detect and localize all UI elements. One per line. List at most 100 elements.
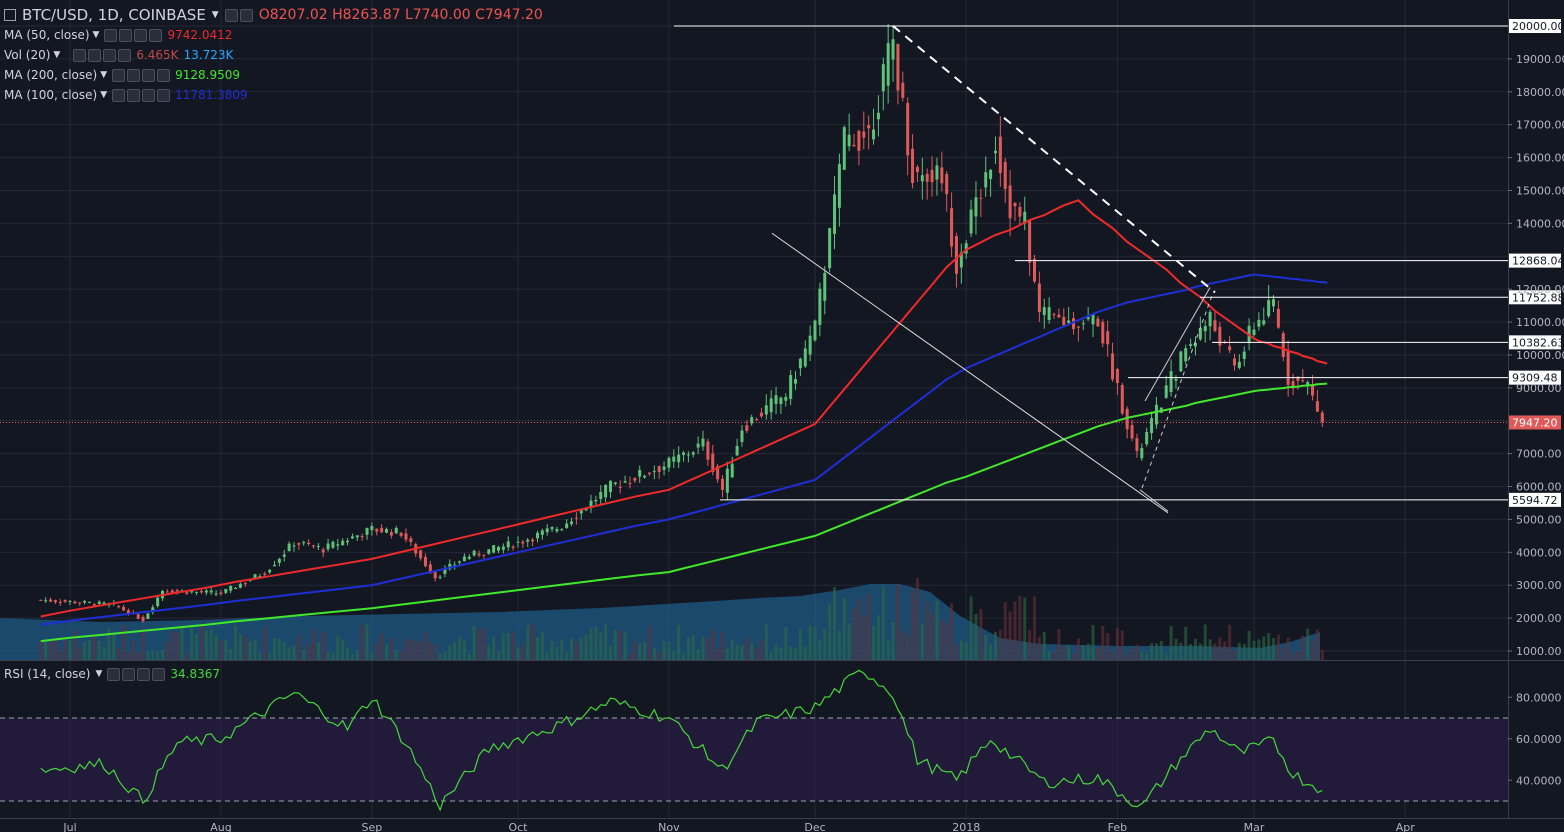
candle-body bbox=[1306, 382, 1310, 387]
volume-bar bbox=[993, 631, 997, 660]
candle-body bbox=[579, 510, 583, 514]
price-tick-label: 1000.00 bbox=[1516, 645, 1562, 658]
candle-body bbox=[224, 588, 228, 593]
candle-body bbox=[964, 243, 968, 254]
chevron-down-icon[interactable]: ▼ bbox=[211, 10, 219, 20]
volume-bar bbox=[1067, 645, 1071, 660]
candle-body bbox=[219, 592, 223, 595]
candle-body bbox=[1091, 314, 1095, 325]
indicator-tools[interactable] bbox=[112, 68, 171, 82]
volume-bar bbox=[1311, 640, 1315, 660]
volume-bar bbox=[842, 598, 846, 660]
candle-body bbox=[195, 591, 199, 593]
candle-body bbox=[1276, 308, 1280, 328]
indicator-ma50[interactable]: MA (50, close) ▼ 9742.0412 bbox=[4, 28, 232, 42]
candle-body bbox=[448, 563, 452, 570]
rsi-legend[interactable]: RSI (14, close) ▼ 34.8367 bbox=[4, 667, 220, 681]
candle-body bbox=[730, 463, 734, 478]
ohlc-values: O8207.02 H8263.87 L7740.00 C7947.20 bbox=[259, 7, 543, 23]
volume-bar bbox=[1291, 652, 1295, 660]
chevron-down-icon[interactable]: ▼ bbox=[95, 669, 103, 679]
indicator-volume[interactable]: Vol (20) ▼ 6.465K 13.723K bbox=[4, 48, 233, 62]
candle-body bbox=[380, 527, 384, 533]
candle-body bbox=[49, 599, 53, 602]
candle-body bbox=[716, 466, 720, 480]
volume-bar bbox=[428, 642, 432, 660]
candle-body bbox=[940, 167, 944, 184]
volume-bar bbox=[794, 648, 798, 660]
horizontal-levels: 20000.00 12868.04 11752.88 10382.63 9309.48 5… bbox=[674, 19, 1564, 507]
volume-bar bbox=[531, 624, 535, 660]
price-tick-label: 18000.00 bbox=[1516, 86, 1564, 99]
indicator-value-2: 13.723K bbox=[183, 48, 234, 62]
candle-body bbox=[53, 600, 57, 603]
indicator-ma200[interactable]: MA (200, close) ▼ 9128.9509 bbox=[4, 68, 240, 82]
volume-bar bbox=[1247, 630, 1251, 660]
volume-bar bbox=[1111, 651, 1115, 660]
indicator-label[interactable]: MA (50, close) bbox=[4, 28, 90, 42]
volume-bar bbox=[662, 641, 666, 660]
candle-body bbox=[1072, 318, 1076, 330]
candle-body bbox=[930, 169, 934, 183]
rsi-label[interactable]: RSI (14, close) bbox=[4, 667, 91, 681]
candle-body bbox=[1008, 185, 1012, 219]
candle-body bbox=[409, 538, 413, 543]
indicator-ma100[interactable]: MA (100, close) ▼ 11781.3809 bbox=[4, 88, 248, 102]
candle-body bbox=[350, 536, 354, 539]
candle-body bbox=[87, 601, 91, 603]
indicator-tools[interactable] bbox=[73, 48, 132, 62]
indicator-label[interactable]: MA (200, close) bbox=[4, 68, 98, 82]
volume-bar bbox=[1315, 629, 1319, 660]
volume-bar bbox=[224, 639, 228, 660]
volume-bar bbox=[355, 651, 359, 660]
candle-body bbox=[652, 471, 656, 473]
volume-bar bbox=[643, 642, 647, 660]
symbol-toggle-icon[interactable] bbox=[4, 9, 16, 21]
price-tick-label: 2000.00 bbox=[1516, 612, 1562, 625]
volume-bar bbox=[920, 624, 924, 660]
indicator-tools[interactable] bbox=[104, 28, 163, 42]
candle-body bbox=[141, 616, 145, 622]
chevron-down-icon[interactable]: ▼ bbox=[100, 70, 108, 80]
candle-body bbox=[672, 456, 676, 462]
symbol-label[interactable]: BTC/USD, 1D, COINBASE bbox=[22, 6, 206, 24]
volume-bar bbox=[380, 633, 384, 660]
candle-body bbox=[1023, 211, 1027, 224]
volume-bar bbox=[501, 633, 505, 660]
chevron-down-icon[interactable]: ▼ bbox=[100, 90, 108, 100]
candle-body bbox=[950, 208, 954, 247]
chevron-down-icon[interactable]: ▼ bbox=[92, 30, 100, 40]
candle-body bbox=[886, 43, 890, 86]
candle-body bbox=[73, 601, 77, 604]
volume-bar bbox=[423, 632, 427, 660]
chevron-down-icon[interactable]: ▼ bbox=[53, 50, 61, 60]
volume-bar bbox=[896, 584, 900, 660]
volume-bar bbox=[984, 634, 988, 660]
volume-ma-area bbox=[0, 584, 1320, 660]
volume-bar bbox=[414, 641, 418, 660]
indicator-tools[interactable] bbox=[112, 88, 171, 102]
candle-body bbox=[492, 545, 496, 553]
candle-body bbox=[44, 600, 48, 602]
candle-body bbox=[136, 614, 140, 619]
candle-body bbox=[613, 482, 617, 485]
volume-bar bbox=[574, 641, 578, 660]
candle-body bbox=[1101, 322, 1105, 344]
time-tick-label: Jul bbox=[62, 821, 76, 832]
symbol-row[interactable]: BTC/USD, 1D, COINBASE ▼ O8207.02 H8263.8… bbox=[4, 6, 543, 24]
candle-body bbox=[151, 607, 155, 613]
rsi-tools[interactable] bbox=[107, 667, 166, 681]
candle-body bbox=[501, 546, 505, 550]
candle-body bbox=[1218, 326, 1222, 346]
volume-bar bbox=[161, 649, 165, 660]
indicator-label[interactable]: Vol (20) bbox=[4, 48, 51, 62]
volume-bar bbox=[950, 603, 954, 660]
volume-bar bbox=[346, 647, 350, 660]
indicator-label[interactable]: MA (100, close) bbox=[4, 88, 98, 102]
symbol-tools[interactable] bbox=[224, 8, 253, 22]
candle-body bbox=[1111, 353, 1115, 380]
volume-bar bbox=[1257, 639, 1261, 660]
volume-bar bbox=[350, 653, 354, 660]
candle-body bbox=[784, 397, 788, 401]
